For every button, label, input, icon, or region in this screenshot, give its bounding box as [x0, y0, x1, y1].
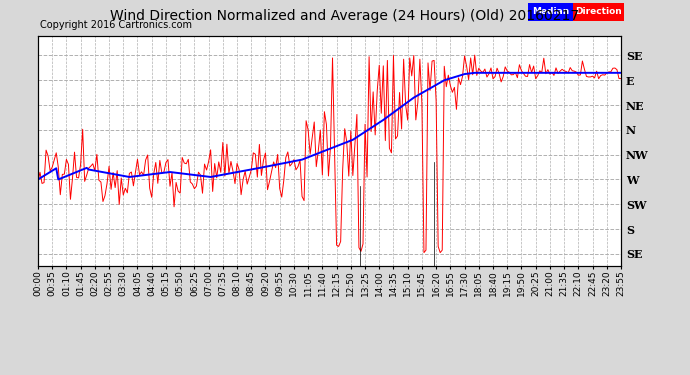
- Text: Direction: Direction: [575, 7, 622, 16]
- Text: Wind Direction Normalized and Average (24 Hours) (Old) 20160217: Wind Direction Normalized and Average (2…: [110, 9, 580, 23]
- Text: Median: Median: [532, 7, 569, 16]
- Text: Copyright 2016 Cartronics.com: Copyright 2016 Cartronics.com: [40, 20, 192, 30]
